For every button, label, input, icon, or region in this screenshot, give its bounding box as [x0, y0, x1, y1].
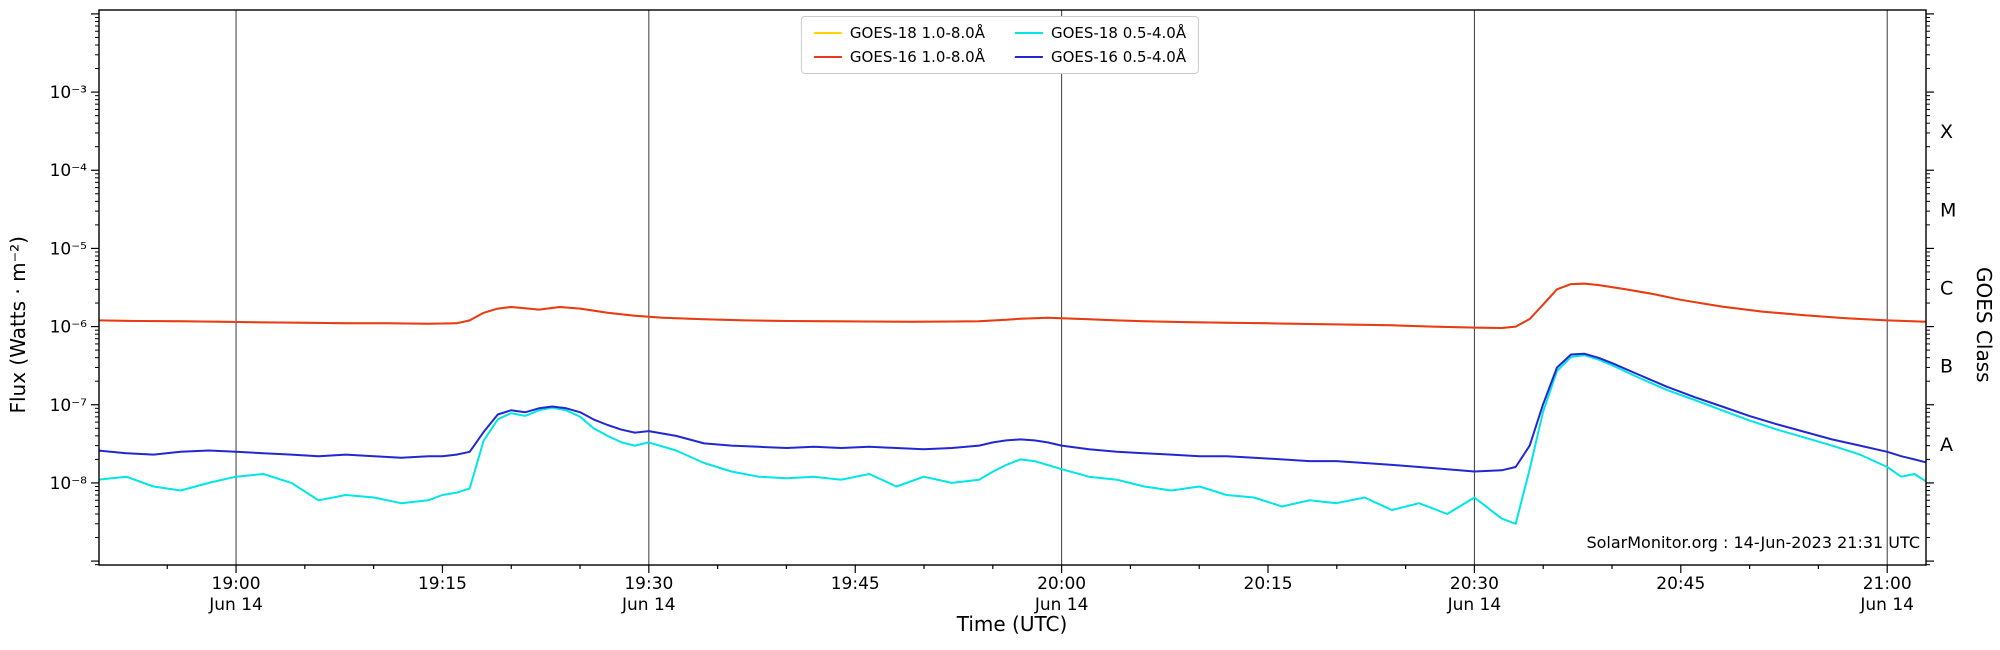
legend: GOES-18 1.0-8.0Å GOES-16 1.0-8.0Å GOES-18 … — [800, 16, 1200, 74]
goes-class-label: M — [1940, 199, 1956, 221]
legend-label: GOES-16 1.0-8.0Å — [849, 48, 985, 66]
series-group — [99, 282, 1926, 525]
x-tick-date-label: Jun 14 — [208, 595, 263, 615]
goes-class-label: X — [1940, 121, 1953, 143]
y-tick-label: 10⁻⁴ — [50, 161, 88, 181]
series-line-goes-18-1-0-8-0- — [99, 282, 1926, 329]
x-tick-label: 20:00 — [1037, 574, 1086, 594]
y-tick-label: 10⁻⁸ — [50, 474, 88, 494]
source-annotation: SolarMonitor.org : 14-Jun-2023 21:31 UTC — [1586, 533, 1920, 552]
legend-item-goes-18-0-5-4-0-: GOES-18 0.5-4.0Å — [1015, 24, 1186, 42]
legend-label: GOES-18 0.5-4.0Å — [1051, 24, 1187, 42]
y-axis-right-label-text: GOES Class — [1972, 267, 1996, 383]
y-tick-label: 10⁻⁶ — [50, 318, 88, 338]
plot-border — [98, 9, 1927, 566]
x-tick-date-label: Jun 14 — [1859, 595, 1914, 615]
legend-item-goes-16-0-5-4-0-: GOES-16 0.5-4.0Å — [1015, 48, 1186, 66]
x-tick-label: 19:30 — [624, 574, 673, 594]
legend-swatch — [813, 56, 842, 58]
legend-label: GOES-16 0.5-4.0Å — [1051, 48, 1187, 66]
x-tick-date-label: Jun 14 — [621, 595, 676, 615]
legend-item-goes-16-1-0-8-0-: GOES-16 1.0-8.0Å — [813, 48, 985, 66]
series-line-goes-16-1-0-8-0- — [99, 282, 1926, 329]
x-tick-label: 20:45 — [1656, 574, 1705, 594]
x-tick-label: 21:00 — [1863, 574, 1912, 594]
x-tick-label: 19:45 — [831, 574, 880, 594]
x-tick-label: 19:15 — [418, 574, 467, 594]
y-tick-label: 10⁻⁵ — [50, 239, 87, 259]
x-tick-label: 20:30 — [1450, 574, 1499, 594]
y-axis-label: Flux (Watts · m⁻²) — [6, 0, 30, 650]
goes-class-label: C — [1940, 278, 1953, 300]
x-tick-label: 20:15 — [1244, 574, 1293, 594]
series-line-goes-16-0-5-4-0- — [99, 352, 1926, 473]
goes-class-label: B — [1940, 356, 1953, 378]
x-tick-date-label: Jun 14 — [1447, 595, 1502, 615]
x-tick-label: 19:00 — [212, 574, 261, 594]
y-tick-label: 10⁻³ — [50, 83, 87, 103]
y-axis-label-text: Flux (Watts · m⁻²) — [6, 236, 30, 414]
y-axis-right-label: GOES Class — [1972, 0, 1996, 650]
legend-item-goes-18-1-0-8-0-: GOES-18 1.0-8.0Å — [813, 24, 985, 42]
y-tick-label: 10⁻⁷ — [50, 396, 88, 416]
legend-label: GOES-18 1.0-8.0Å — [849, 24, 985, 42]
legend-swatch — [813, 32, 842, 34]
series-line-goes-18-0-5-4-0- — [99, 354, 1926, 525]
x-tick-date-label: Jun 14 — [1034, 595, 1089, 615]
legend-swatch — [1015, 56, 1043, 58]
legend-swatch — [1015, 32, 1043, 34]
x-axis-label: Time (UTC) — [956, 612, 1068, 636]
goes-class-label: A — [1940, 434, 1953, 456]
